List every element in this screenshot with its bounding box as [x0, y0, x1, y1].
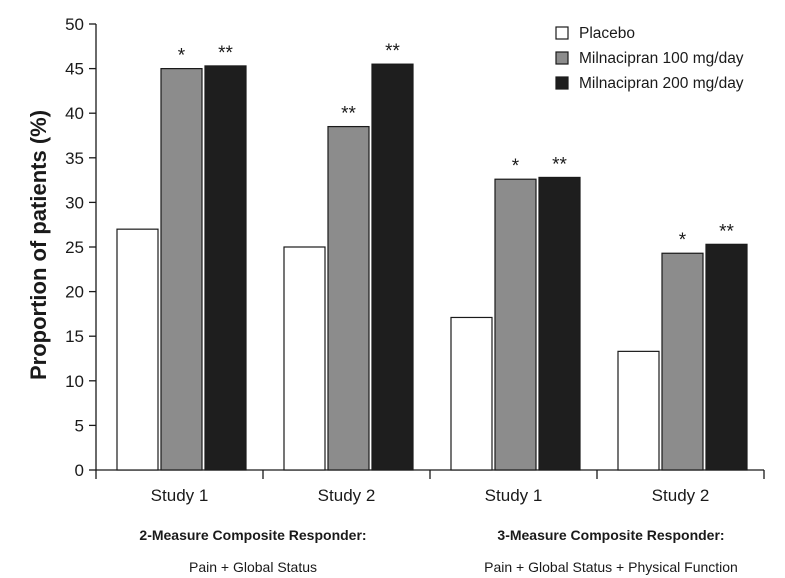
bar: [160, 67, 203, 471]
legend: Placebo Milnacipran 100 mg/day Milnacipran…: [555, 25, 744, 92]
significance-marker: *: [178, 46, 186, 67]
y-tick-label: 30: [65, 193, 84, 212]
legend-label: Milnacipran 200 mg/day: [579, 75, 744, 92]
significance-marker: **: [719, 221, 734, 242]
bar: [538, 176, 581, 471]
significance-marker: **: [341, 104, 356, 125]
bars: [116, 63, 748, 471]
significance-marker: **: [552, 154, 567, 175]
x-tick-label: Study 2: [318, 486, 376, 505]
x-tick-label: Study 2: [652, 486, 710, 505]
legend-label: Placebo: [579, 25, 635, 42]
y-tick-label: 5: [75, 416, 84, 435]
legend-swatch: [555, 76, 569, 90]
group-subtitle: Pain + Global Status: [189, 559, 317, 575]
bar: [494, 178, 537, 471]
group-title: 3-Measure Composite Responder:: [497, 527, 724, 543]
x-tick-label: Study 1: [485, 486, 543, 505]
bar: [661, 252, 704, 471]
significance-marker: **: [218, 43, 233, 64]
y-tick-label: 10: [65, 372, 84, 391]
group-title: 2-Measure Composite Responder:: [139, 527, 366, 543]
y-tick-label: 40: [65, 104, 84, 123]
bar: [283, 246, 326, 471]
legend-swatch: [555, 26, 569, 40]
bar: [617, 350, 660, 471]
group-labels: 2-Measure Composite Responder: Pain + Glo…: [139, 527, 737, 575]
bar: [450, 316, 493, 471]
y-tick-label: 0: [75, 461, 84, 480]
labels: * **Study 1****Study 2* **Study 1* **Study …: [151, 41, 735, 505]
bar: [371, 63, 414, 471]
y-tick-label: 50: [65, 15, 84, 34]
y-tick-label: 45: [65, 60, 84, 79]
significance-marker: **: [385, 41, 400, 62]
legend-label: Milnacipran 100 mg/day: [579, 50, 744, 67]
bar: [204, 65, 247, 471]
group-subtitle: Pain + Global Status + Physical Function: [484, 559, 738, 575]
y-tick-label: 15: [65, 327, 84, 346]
legend-swatch: [555, 51, 569, 65]
x-tick-label: Study 1: [151, 486, 209, 505]
y-tick-label: 25: [65, 238, 84, 257]
y-tick-label: 20: [65, 283, 84, 302]
bar: [327, 125, 370, 471]
bar: [116, 228, 159, 471]
y-axis-label: Proportion of patients (%): [26, 110, 51, 380]
significance-marker: *: [679, 230, 687, 251]
y-tick-label: 35: [65, 149, 84, 168]
significance-marker: *: [512, 156, 520, 177]
bar: [705, 243, 748, 471]
